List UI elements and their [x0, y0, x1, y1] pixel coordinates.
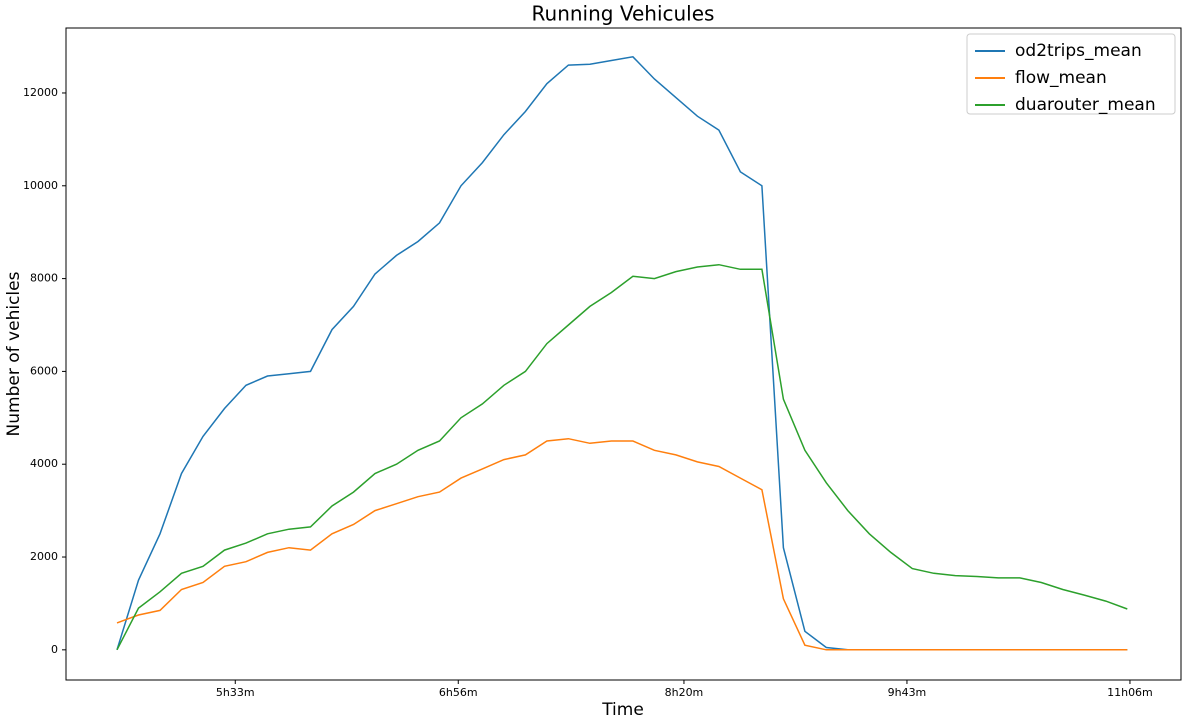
- series-line: [116, 263, 1128, 651]
- y-tick-label: 8000: [30, 272, 58, 285]
- y-axis-label: Number of vehicles: [4, 271, 24, 436]
- series-line: [116, 55, 1128, 651]
- x-tick-label: 5h33m: [216, 686, 255, 699]
- legend-label: duarouter_mean: [1015, 95, 1156, 115]
- series-line: [116, 437, 1128, 651]
- y-tick-label: 12000: [23, 86, 58, 99]
- chart-title: Running Vehicules: [532, 2, 715, 26]
- legend-label: od2trips_mean: [1015, 41, 1142, 61]
- x-axis-label: Time: [601, 700, 644, 720]
- plot-frame: [65, 27, 1182, 681]
- x-tick-label: 6h56m: [439, 686, 478, 699]
- y-tick-label: 2000: [30, 550, 58, 563]
- y-tick-label: 0: [51, 643, 58, 656]
- y-tick-label: 4000: [30, 457, 58, 470]
- x-tick-label: 8h20m: [665, 686, 704, 699]
- x-tick-label: 9h43m: [888, 686, 927, 699]
- legend-label: flow_mean: [1015, 68, 1107, 88]
- x-tick-label: 11h06m: [1107, 686, 1153, 699]
- y-tick-label: 6000: [30, 364, 58, 377]
- legend-box: [966, 33, 1176, 115]
- y-tick-label: 10000: [23, 179, 58, 192]
